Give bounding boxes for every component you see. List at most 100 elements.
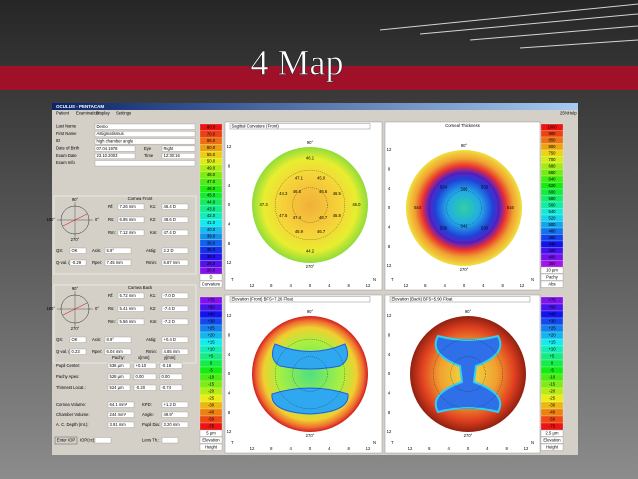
map-value: 47.1 <box>295 175 304 180</box>
map-ring <box>292 187 328 223</box>
field-box <box>161 336 189 343</box>
map-ring <box>275 339 345 409</box>
field-box <box>161 401 189 408</box>
field-value: 6.04 mm <box>107 349 124 354</box>
dropdown[interactable] <box>229 296 371 303</box>
map-ring <box>446 190 482 226</box>
field-box <box>161 348 189 355</box>
map-value: 46.1 <box>306 156 315 161</box>
menu-item[interactable]: Settings <box>116 111 131 116</box>
field-value: 8.9° <box>107 337 115 342</box>
title-bar <box>52 103 578 110</box>
axis-label: 270° <box>460 267 469 272</box>
field-box <box>94 160 196 167</box>
map-value: 530 <box>481 226 489 231</box>
axis-tick: 8 <box>388 244 391 249</box>
map-title[interactable]: Sagittal Curvature (Front) <box>232 123 280 128</box>
field-box <box>104 259 132 266</box>
field-value: 7.26 mm <box>120 204 137 209</box>
scale-label: 400 <box>549 254 557 259</box>
axis-tick: 8 <box>270 283 273 288</box>
field-value: 6.87 mm <box>164 260 181 265</box>
field-label: Thinnest Locat.: <box>56 385 86 390</box>
scale-footer-box <box>540 443 564 451</box>
menu-item[interactable]: Examination <box>76 111 100 116</box>
axis-tick: 0 <box>467 446 470 451</box>
field-label: Rf: <box>108 204 113 209</box>
scale-label: -20 <box>208 389 215 394</box>
axis-label: 90° <box>307 140 314 145</box>
field-box <box>69 259 87 266</box>
axis-tick: 12 <box>387 147 392 152</box>
menu-item[interactable]: Display <box>96 111 111 116</box>
field-box <box>161 259 189 266</box>
column-header: x[mm] <box>138 355 149 360</box>
axis-tick: 4 <box>228 221 231 226</box>
scale-label: -40 <box>549 410 556 415</box>
dial-label: 270° <box>71 326 80 331</box>
map-value: 506 <box>461 187 469 192</box>
field-label: Rs: <box>108 217 114 222</box>
field-label: Eye <box>144 146 152 151</box>
field-value: -0.20 <box>136 385 146 390</box>
scale-label: +30 <box>548 319 556 324</box>
menu-item[interactable]: Patient <box>56 111 70 116</box>
field-box <box>161 411 189 418</box>
scale-footer: Height <box>546 445 559 450</box>
map-title[interactable]: Elevation (Back) BFS=5.90 Float <box>392 296 454 301</box>
field-label: Date of Birth <box>56 146 80 151</box>
axis-tick: 8 <box>388 332 391 337</box>
scale-label: -15 <box>208 382 215 387</box>
scale-label: -75 <box>208 424 215 429</box>
field-label: Rmin: <box>146 349 157 354</box>
panel-border <box>53 195 197 275</box>
scale-label: 48.0 <box>207 172 216 177</box>
axis-label: T <box>231 440 234 445</box>
scale-label: 660 <box>549 170 557 175</box>
dial-label: 90° <box>72 286 79 291</box>
field-value: 6.95 mm <box>120 217 137 222</box>
scale-label: -20 <box>549 389 556 394</box>
map-disc <box>406 150 522 266</box>
scale-label: +15 <box>548 340 556 345</box>
field-label: Rm: <box>108 319 116 324</box>
axis-tick: 0 <box>309 446 312 451</box>
scale-footer: 2.5 µm <box>546 431 559 436</box>
axis-tick: 8 <box>347 283 350 288</box>
scale-label: 350 <box>549 261 557 266</box>
axis-tick: 8 <box>388 410 391 415</box>
menu-item[interactable]: Help <box>568 111 577 116</box>
field-box <box>161 247 189 254</box>
field-box <box>94 131 196 137</box>
field-box <box>107 362 131 369</box>
scale-label: +75 <box>548 298 556 303</box>
dropdown[interactable] <box>229 123 371 130</box>
field-value: +1.2 D <box>164 402 176 407</box>
decor-lines <box>379 3 638 49</box>
field-box <box>161 153 196 159</box>
field-value: 3.20 mm <box>164 422 181 427</box>
field-label: K2: <box>150 217 156 222</box>
field-label: Rf: <box>108 293 113 298</box>
map-title[interactable]: Elevation (Front) BFS=7.26 Float <box>232 296 294 301</box>
map-ring <box>292 356 328 392</box>
map-ring <box>429 173 499 243</box>
button[interactable] <box>54 436 78 445</box>
dropdown[interactable] <box>389 296 531 303</box>
field-value: 0.23 <box>72 349 81 354</box>
field-value: 7.12 mm <box>120 230 137 235</box>
axis-tick: 8 <box>347 446 350 451</box>
menu-item[interactable]: 25% <box>560 111 569 116</box>
field-value: 528 µm <box>110 374 125 379</box>
axis-tick: 12 <box>227 144 232 149</box>
scale-label: +15 <box>207 340 215 345</box>
field-box <box>107 373 131 380</box>
axis-label: N <box>373 277 376 282</box>
scale-footer: 10 µm <box>546 268 558 273</box>
block-title: Cornea Front <box>128 196 154 201</box>
scale-label: 44.0 <box>207 200 216 205</box>
field-label: Rm: <box>108 230 116 235</box>
button-label[interactable]: Enter IOP <box>57 438 76 443</box>
field-label: Rmin: <box>146 260 157 265</box>
axis-tick: 12 <box>366 283 371 288</box>
